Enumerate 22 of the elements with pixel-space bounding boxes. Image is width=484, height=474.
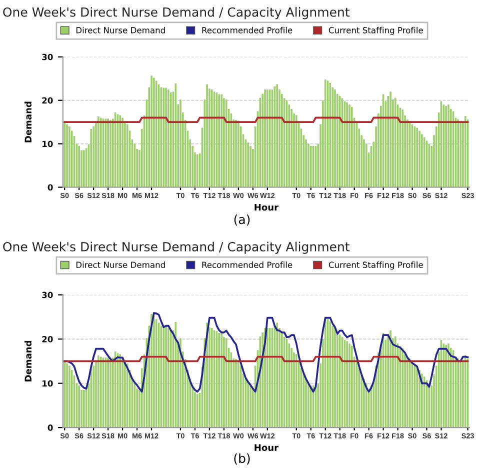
chart-title: One Week's Direct Nurse Demand / Capacity Alignment xyxy=(3,7,350,20)
text: (b) xyxy=(234,453,250,465)
legend-label: Direct Nurse Demand xyxy=(76,262,165,268)
y-axis-title: Demand xyxy=(24,340,32,382)
y-tick-label: 30 xyxy=(42,292,53,298)
y-tick-label: 20 xyxy=(42,336,53,342)
x-axis-title: Hour xyxy=(254,444,278,451)
chart-title: One Week's Direct Nurse Demand / Capacity Alignment xyxy=(3,242,350,254)
legend-label: Direct Nurse Demand xyxy=(76,26,165,34)
y-tick-label: 10 xyxy=(42,380,53,387)
y-axis-title: Demand xyxy=(24,102,32,142)
y-tick-label: 20 xyxy=(42,97,53,104)
y-tick-label: 30 xyxy=(42,54,53,60)
legend-label: Recommended Profile xyxy=(202,262,292,268)
legend-label: Current Staffing Profile xyxy=(328,262,423,270)
legend-label: Current Staffing Profile xyxy=(328,26,423,35)
y-tick-label: 0 xyxy=(48,184,53,191)
x-axis-title: Hour xyxy=(254,204,278,211)
text: (a) xyxy=(234,214,250,226)
y-tick-label: 10 xyxy=(42,140,53,148)
y-tick-label: 0 xyxy=(48,424,53,431)
legend-label: Recommended Profile xyxy=(202,26,292,34)
